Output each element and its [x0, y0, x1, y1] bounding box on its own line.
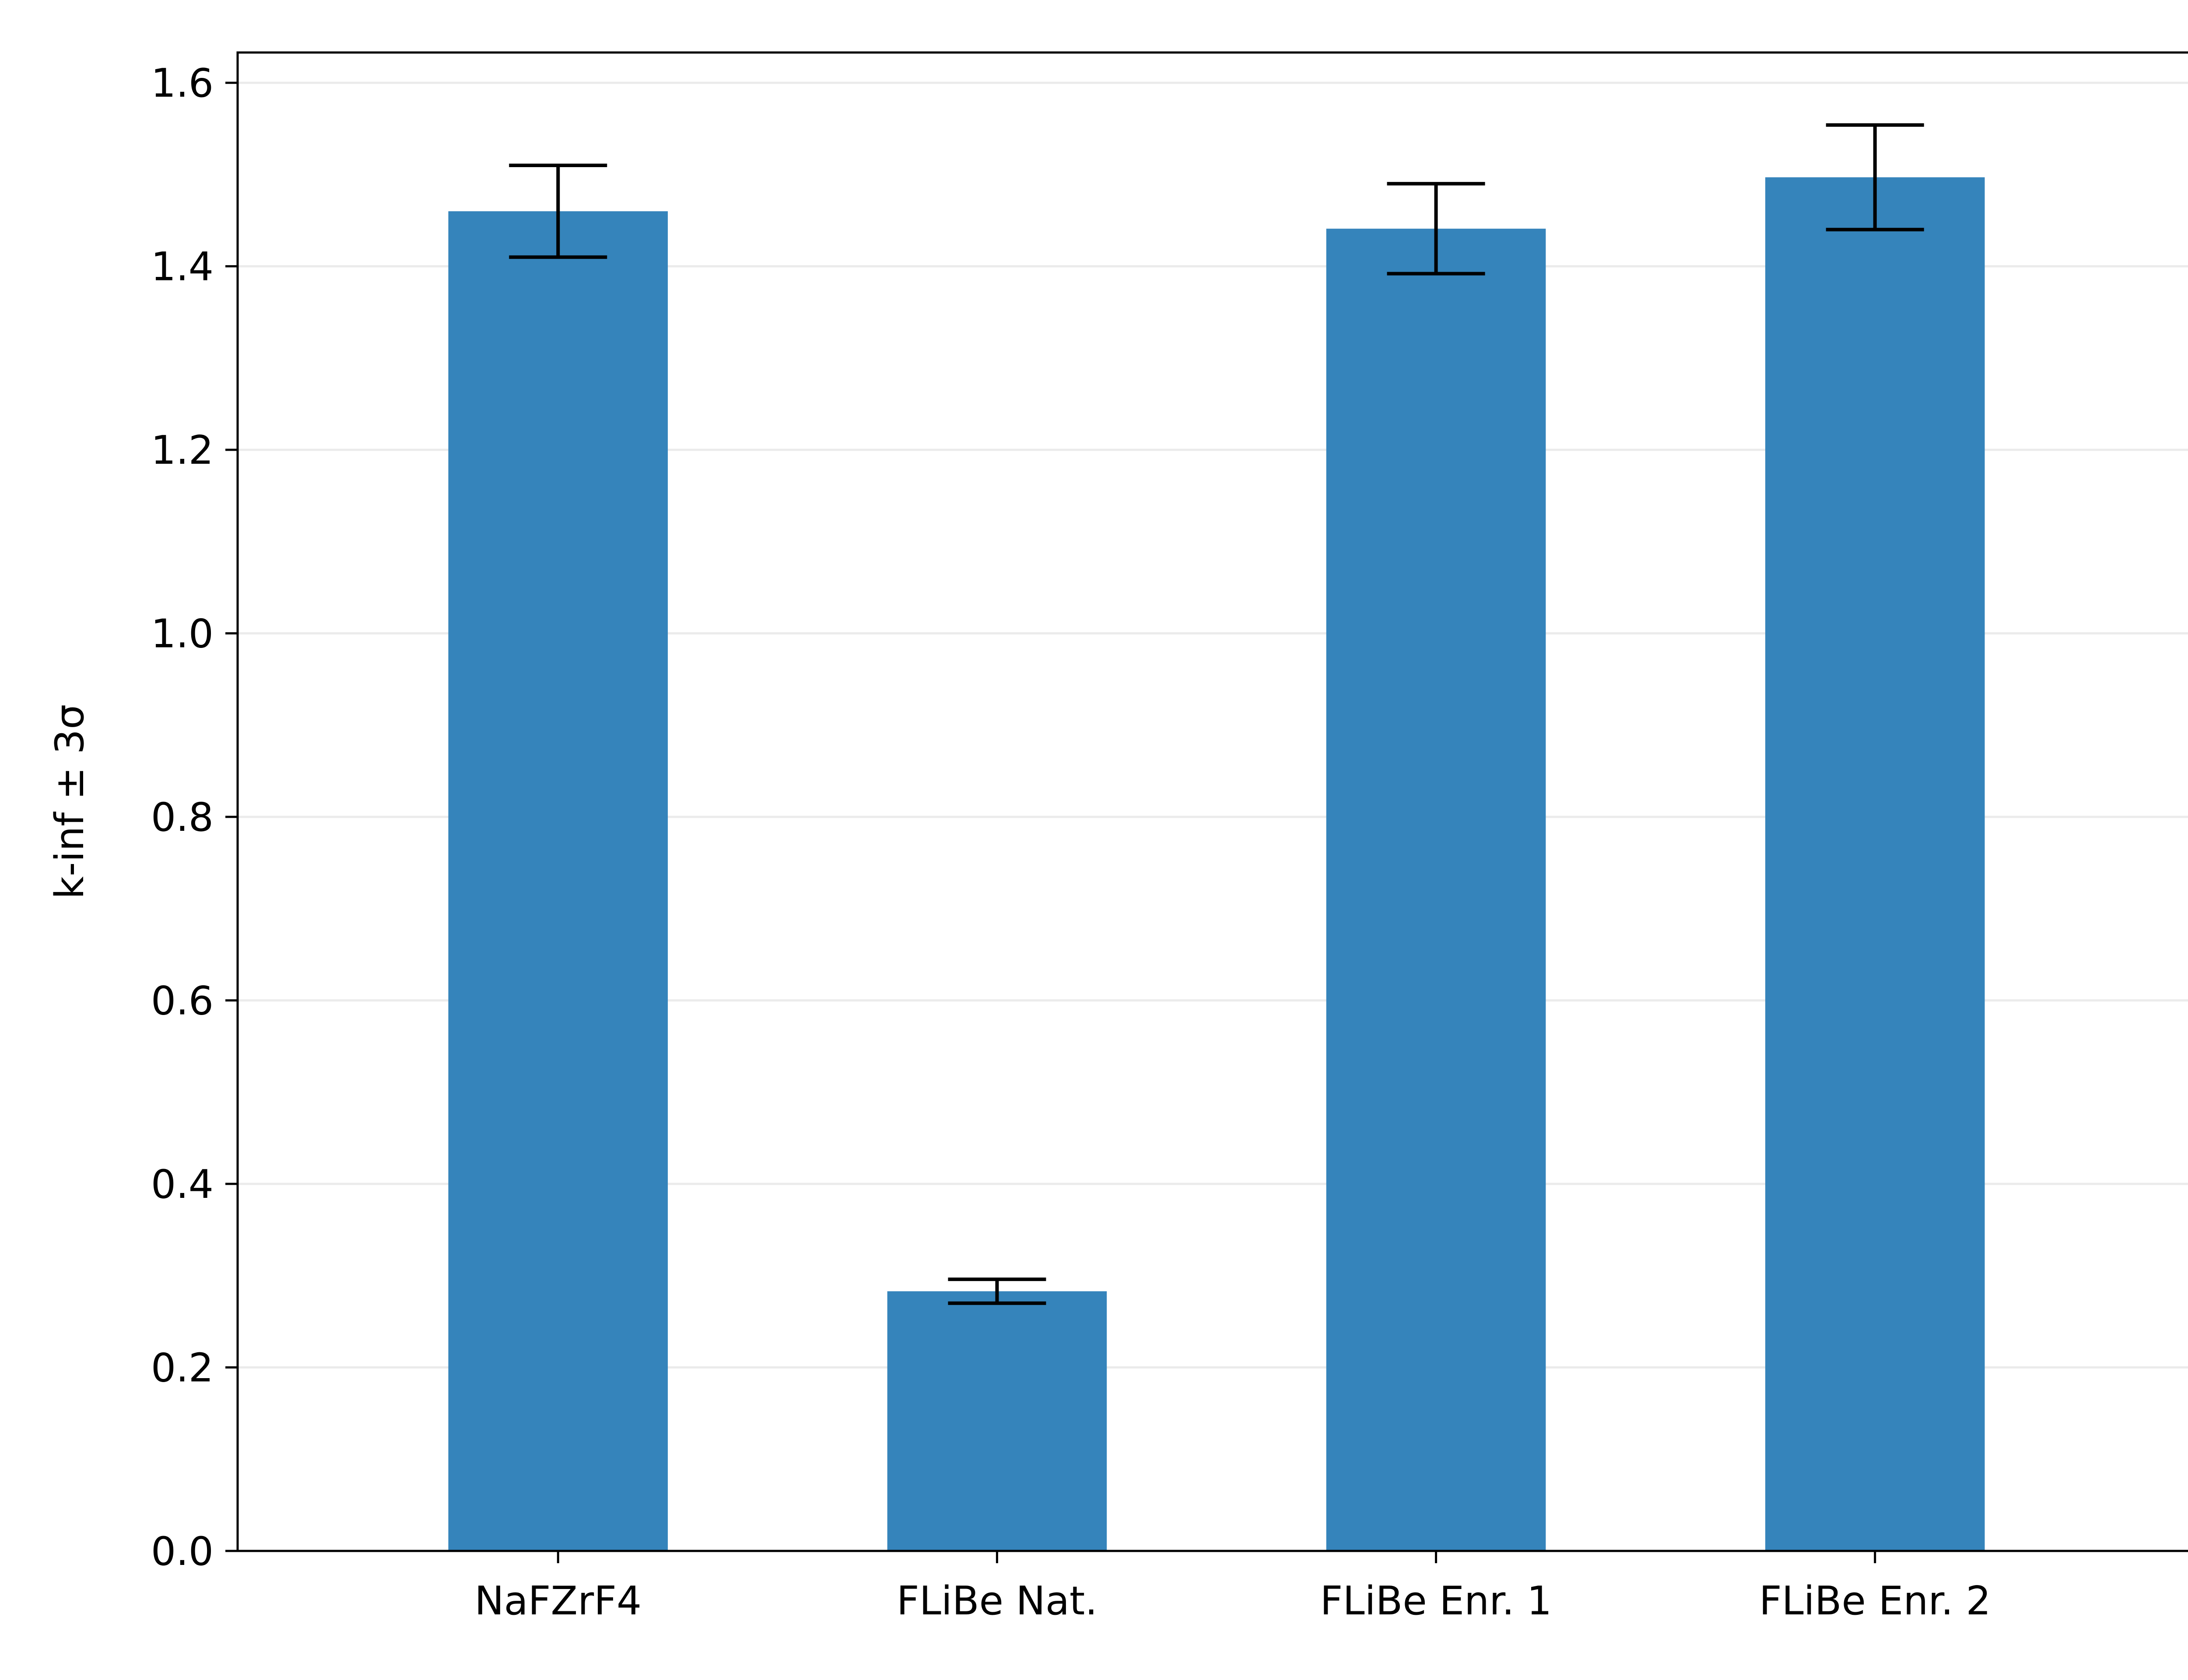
bar-3 — [1326, 228, 1546, 1551]
y-tick-label: 0.6 — [151, 978, 214, 1024]
y-axis-ticks: 0.0 0.2 0.4 0.6 0.8 1.0 1.2 1.4 1.6 — [151, 60, 238, 1575]
error-bars — [509, 123, 1924, 1305]
bars — [448, 177, 1985, 1551]
bar-4 — [1765, 177, 1985, 1551]
x-axis-ticks: NaFZrF4 FLiBe Nat. FLiBe Enr. 1 FLiBe Enr. … — [474, 1551, 1991, 1624]
x-tick-label: FLiBe Nat. — [897, 1578, 1098, 1624]
y-tick-label: 0.2 — [151, 1345, 214, 1391]
y-tick-label: 1.4 — [151, 244, 214, 290]
y-tick-label: 1.0 — [151, 611, 214, 657]
y-tick-label: 1.6 — [151, 60, 214, 106]
y-tick-label: 0.8 — [151, 794, 214, 840]
bar-2 — [887, 1291, 1107, 1551]
x-tick-label: FLiBe Enr. 2 — [1759, 1578, 1991, 1624]
x-tick-label: NaFZrF4 — [474, 1578, 642, 1624]
x-tick-label: FLiBe Enr. 1 — [1320, 1578, 1552, 1624]
y-tick-label: 0.0 — [151, 1529, 214, 1575]
bar-1 — [448, 211, 668, 1551]
plot-frame — [236, 51, 2188, 1552]
y-axis-label: k-inf ± 3σ — [47, 704, 93, 899]
y-tick-label: 1.2 — [151, 427, 214, 473]
y-tick-label: 0.4 — [151, 1162, 214, 1208]
